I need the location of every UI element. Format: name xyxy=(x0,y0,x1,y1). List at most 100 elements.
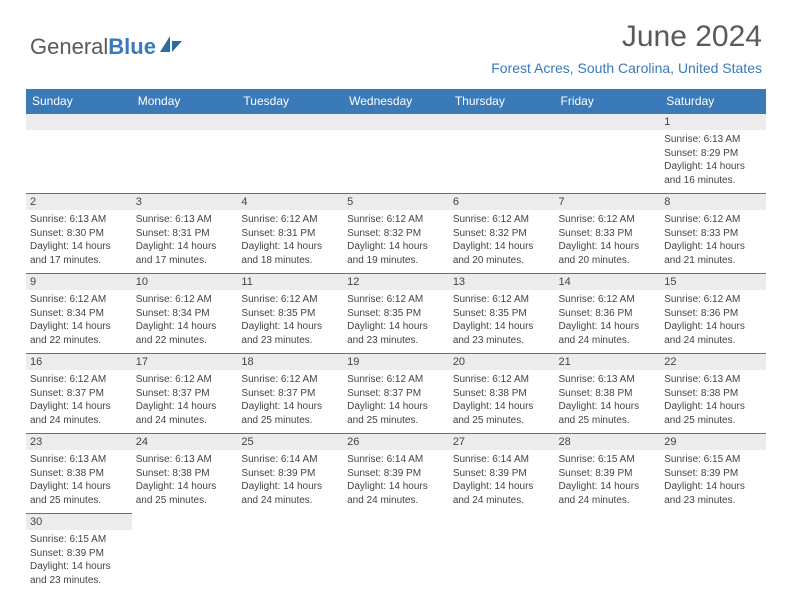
sunset-text: Sunset: 8:39 PM xyxy=(30,547,128,561)
day-content: Sunrise: 6:15 AMSunset: 8:39 PMDaylight:… xyxy=(660,450,766,510)
day-content xyxy=(555,130,661,136)
day-content: Sunrise: 6:12 AMSunset: 8:33 PMDaylight:… xyxy=(555,210,661,270)
sunrise-text: Sunrise: 6:13 AM xyxy=(136,453,234,467)
day-content xyxy=(132,530,238,536)
day-number xyxy=(343,114,449,130)
sunrise-text: Sunrise: 6:12 AM xyxy=(347,293,445,307)
day-number: 4 xyxy=(237,194,343,210)
sunset-text: Sunset: 8:29 PM xyxy=(664,147,762,161)
daylight-text: Daylight: 14 hours and 25 minutes. xyxy=(136,480,234,507)
daylight-text: Daylight: 14 hours and 24 minutes. xyxy=(30,400,128,427)
day-content: Sunrise: 6:12 AMSunset: 8:35 PMDaylight:… xyxy=(449,290,555,350)
day-content: Sunrise: 6:12 AMSunset: 8:37 PMDaylight:… xyxy=(237,370,343,430)
day-number: 25 xyxy=(237,434,343,450)
calendar-cell: 4Sunrise: 6:12 AMSunset: 8:31 PMDaylight… xyxy=(237,194,343,274)
daylight-text: Daylight: 14 hours and 20 minutes. xyxy=(559,240,657,267)
day-number: 11 xyxy=(237,274,343,290)
sunset-text: Sunset: 8:39 PM xyxy=(664,467,762,481)
weekday-header: Friday xyxy=(555,89,661,114)
day-number: 15 xyxy=(660,274,766,290)
logo-text-b: Blue xyxy=(108,34,156,60)
calendar-row: 16Sunrise: 6:12 AMSunset: 8:37 PMDayligh… xyxy=(26,354,766,434)
sunset-text: Sunset: 8:34 PM xyxy=(30,307,128,321)
day-content xyxy=(343,130,449,136)
calendar-cell: 2Sunrise: 6:13 AMSunset: 8:30 PMDaylight… xyxy=(26,194,132,274)
sunset-text: Sunset: 8:31 PM xyxy=(241,227,339,241)
calendar-cell: 27Sunrise: 6:14 AMSunset: 8:39 PMDayligh… xyxy=(449,434,555,514)
sunset-text: Sunset: 8:37 PM xyxy=(136,387,234,401)
calendar-cell: 16Sunrise: 6:12 AMSunset: 8:37 PMDayligh… xyxy=(26,354,132,434)
sail-icon xyxy=(158,34,184,60)
calendar-cell: 5Sunrise: 6:12 AMSunset: 8:32 PMDaylight… xyxy=(343,194,449,274)
day-number: 13 xyxy=(449,274,555,290)
sunset-text: Sunset: 8:39 PM xyxy=(559,467,657,481)
daylight-text: Daylight: 14 hours and 23 minutes. xyxy=(347,320,445,347)
day-content: Sunrise: 6:14 AMSunset: 8:39 PMDaylight:… xyxy=(343,450,449,510)
daylight-text: Daylight: 14 hours and 23 minutes. xyxy=(453,320,551,347)
sunset-text: Sunset: 8:37 PM xyxy=(241,387,339,401)
calendar-cell: 23Sunrise: 6:13 AMSunset: 8:38 PMDayligh… xyxy=(26,434,132,514)
day-number xyxy=(237,114,343,130)
sunrise-text: Sunrise: 6:15 AM xyxy=(30,533,128,547)
calendar-cell: 12Sunrise: 6:12 AMSunset: 8:35 PMDayligh… xyxy=(343,274,449,354)
location-text: Forest Acres, South Carolina, United Sta… xyxy=(491,60,762,76)
daylight-text: Daylight: 14 hours and 23 minutes. xyxy=(241,320,339,347)
calendar-cell: 18Sunrise: 6:12 AMSunset: 8:37 PMDayligh… xyxy=(237,354,343,434)
day-number: 24 xyxy=(132,434,238,450)
weekday-header: Monday xyxy=(132,89,238,114)
day-content: Sunrise: 6:13 AMSunset: 8:38 PMDaylight:… xyxy=(132,450,238,510)
calendar-cell: 10Sunrise: 6:12 AMSunset: 8:34 PMDayligh… xyxy=(132,274,238,354)
day-number: 14 xyxy=(555,274,661,290)
calendar-cell: 1Sunrise: 6:13 AMSunset: 8:29 PMDaylight… xyxy=(660,114,766,194)
calendar-cell: 22Sunrise: 6:13 AMSunset: 8:38 PMDayligh… xyxy=(660,354,766,434)
sunrise-text: Sunrise: 6:12 AM xyxy=(664,293,762,307)
sunset-text: Sunset: 8:33 PM xyxy=(559,227,657,241)
daylight-text: Daylight: 14 hours and 19 minutes. xyxy=(347,240,445,267)
day-number: 21 xyxy=(555,354,661,370)
day-content xyxy=(26,130,132,136)
day-number: 9 xyxy=(26,274,132,290)
sunset-text: Sunset: 8:35 PM xyxy=(241,307,339,321)
sunset-text: Sunset: 8:36 PM xyxy=(664,307,762,321)
sunset-text: Sunset: 8:39 PM xyxy=(347,467,445,481)
day-number: 20 xyxy=(449,354,555,370)
day-number: 1 xyxy=(660,114,766,130)
sunrise-text: Sunrise: 6:15 AM xyxy=(664,453,762,467)
day-number: 27 xyxy=(449,434,555,450)
daylight-text: Daylight: 14 hours and 23 minutes. xyxy=(30,560,128,587)
day-number: 5 xyxy=(343,194,449,210)
daylight-text: Daylight: 14 hours and 20 minutes. xyxy=(453,240,551,267)
day-content: Sunrise: 6:12 AMSunset: 8:37 PMDaylight:… xyxy=(132,370,238,430)
logo: GeneralBlue xyxy=(30,34,184,60)
daylight-text: Daylight: 14 hours and 25 minutes. xyxy=(453,400,551,427)
day-content: Sunrise: 6:12 AMSunset: 8:35 PMDaylight:… xyxy=(343,290,449,350)
calendar-cell: 21Sunrise: 6:13 AMSunset: 8:38 PMDayligh… xyxy=(555,354,661,434)
daylight-text: Daylight: 14 hours and 24 minutes. xyxy=(241,480,339,507)
day-content xyxy=(237,130,343,136)
day-number: 6 xyxy=(449,194,555,210)
calendar-cell xyxy=(132,514,238,594)
sunset-text: Sunset: 8:32 PM xyxy=(453,227,551,241)
sunset-text: Sunset: 8:38 PM xyxy=(453,387,551,401)
sunset-text: Sunset: 8:31 PM xyxy=(136,227,234,241)
calendar-cell xyxy=(343,114,449,194)
sunset-text: Sunset: 8:38 PM xyxy=(664,387,762,401)
day-content: Sunrise: 6:15 AMSunset: 8:39 PMDaylight:… xyxy=(26,530,132,590)
calendar-row: 30Sunrise: 6:15 AMSunset: 8:39 PMDayligh… xyxy=(26,514,766,594)
sunset-text: Sunset: 8:35 PM xyxy=(347,307,445,321)
day-number: 17 xyxy=(132,354,238,370)
day-content: Sunrise: 6:12 AMSunset: 8:36 PMDaylight:… xyxy=(660,290,766,350)
day-content: Sunrise: 6:12 AMSunset: 8:32 PMDaylight:… xyxy=(449,210,555,270)
daylight-text: Daylight: 14 hours and 24 minutes. xyxy=(559,480,657,507)
calendar-cell: 3Sunrise: 6:13 AMSunset: 8:31 PMDaylight… xyxy=(132,194,238,274)
daylight-text: Daylight: 14 hours and 25 minutes. xyxy=(664,400,762,427)
weekday-header: Thursday xyxy=(449,89,555,114)
day-content: Sunrise: 6:13 AMSunset: 8:38 PMDaylight:… xyxy=(555,370,661,430)
calendar-cell: 19Sunrise: 6:12 AMSunset: 8:37 PMDayligh… xyxy=(343,354,449,434)
day-number: 10 xyxy=(132,274,238,290)
sunset-text: Sunset: 8:33 PM xyxy=(664,227,762,241)
day-content: Sunrise: 6:12 AMSunset: 8:37 PMDaylight:… xyxy=(26,370,132,430)
daylight-text: Daylight: 14 hours and 17 minutes. xyxy=(30,240,128,267)
calendar-cell: 8Sunrise: 6:12 AMSunset: 8:33 PMDaylight… xyxy=(660,194,766,274)
calendar-cell: 6Sunrise: 6:12 AMSunset: 8:32 PMDaylight… xyxy=(449,194,555,274)
